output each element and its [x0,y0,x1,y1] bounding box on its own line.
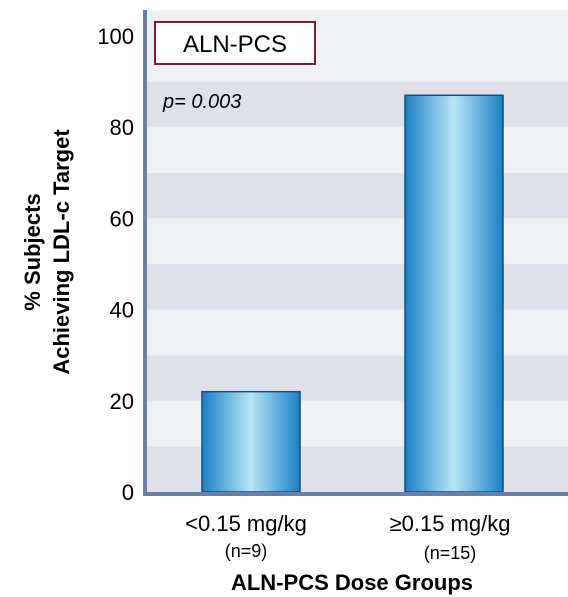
bar-2 [404,94,504,493]
y-tick-label-80: 80 [110,115,134,140]
y-tick-label-20: 20 [110,389,134,414]
y-tick-label-0: 0 [122,480,134,505]
band-50-60 [147,218,568,264]
legend-box [154,21,316,65]
y-tick-label-100: 100 [97,24,134,49]
p-value-annotation: p= 0.003 [162,91,241,113]
band-70-80 [147,127,568,173]
band-40-50 [147,264,568,310]
band-60-70 [147,172,568,219]
category-n-2: (n=15) [424,543,477,563]
category-label-1: <0.15 mg/kg [185,511,307,536]
y-tick-label-60: 60 [110,206,134,231]
bar-1 [201,390,301,493]
legend-label: ALN-PCS [183,31,287,58]
y-axis-title-line2: Achieving LDL-c Target [49,129,74,375]
category-label-2: ≥0.15 mg/kg [390,511,511,536]
y-tick-labels: 0 20 40 60 80 100 [97,24,134,505]
band-30-40 [147,309,568,356]
bars [201,94,504,493]
y-tick-label-40: 40 [110,298,134,323]
y-axis-title-line1: % Subjects [20,193,45,310]
x-axis-title: ALN-PCS Dose Groups [231,570,473,595]
category-n-1: (n=9) [225,541,268,561]
